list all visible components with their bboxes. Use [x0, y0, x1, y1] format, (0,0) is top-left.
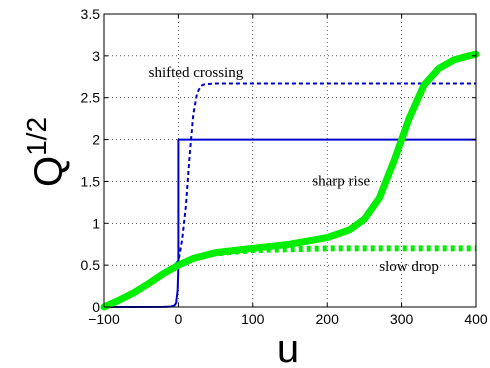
y-axis-label: Q: [27, 156, 71, 187]
y-axis-label-group: Q1/2: [21, 117, 71, 187]
series-line-4: [102, 245, 476, 310]
y-tick-label: 0: [92, 299, 100, 315]
y-tick-label: 3: [92, 48, 100, 64]
x-tick-label: 300: [390, 311, 414, 327]
x-tick-label: 0: [175, 311, 183, 327]
plot-area: [104, 14, 476, 307]
annotation: sharp rise: [312, 174, 370, 190]
y-axis-label-exponent: 1/2: [21, 117, 52, 156]
annotation: shifted crossing: [149, 65, 244, 81]
x-axis-label: u: [277, 327, 299, 368]
annotations: shifted crossing sharp rise slow drop: [149, 65, 439, 275]
y-tick-label: 3.5: [81, 6, 101, 22]
y-tick-label: 2.5: [81, 90, 101, 106]
svg-text:Q1/2: Q1/2: [21, 117, 71, 187]
x-tick-label: 200: [316, 311, 340, 327]
y-tick-label: 1.5: [81, 173, 101, 189]
axes-frame: [103, 13, 477, 308]
x-tick-label: −100: [88, 311, 120, 327]
y-tick-label: 2: [92, 132, 100, 148]
x-tick-label: 100: [241, 311, 265, 327]
annotation: slow drop: [379, 259, 439, 275]
x-tick-label: 400: [464, 311, 488, 327]
y-tick-label: 0.5: [81, 257, 101, 273]
y-tick-label: 1: [92, 215, 100, 231]
